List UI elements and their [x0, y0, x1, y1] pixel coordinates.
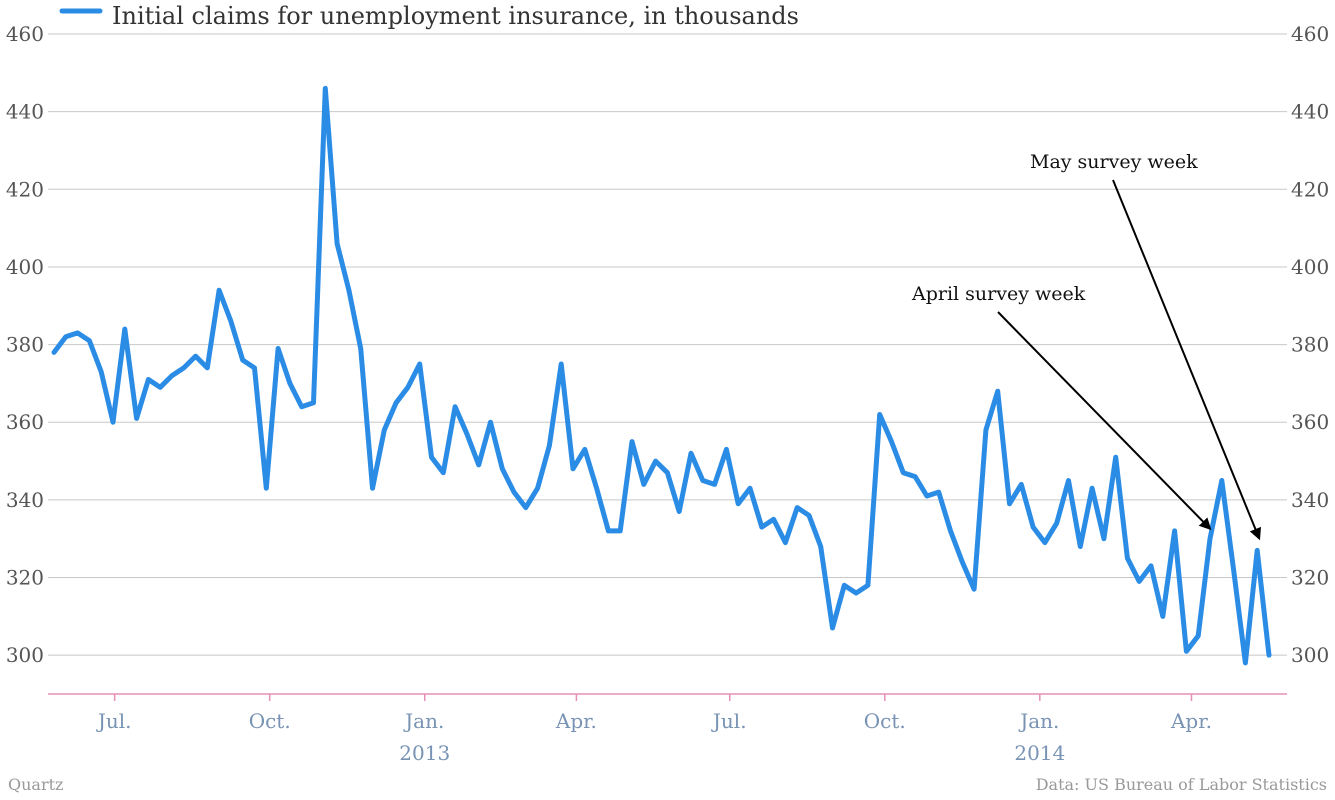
x-tick-label: Jan. [1018, 709, 1059, 733]
annotation-layer: April survey week May survey week [911, 151, 1261, 541]
x-tick-label: Jul. [96, 709, 132, 733]
y-tick-label-left: 420 [6, 177, 44, 201]
y-tick-label-left: 340 [6, 488, 44, 512]
series-layer [51, 85, 1272, 666]
y-tick-label-right: 300 [1291, 643, 1329, 667]
y-tick-label-left: 400 [6, 255, 44, 279]
series-line [51, 85, 1272, 666]
y-tick-label-left: 360 [6, 410, 44, 434]
annotation-label: April survey week [911, 283, 1086, 305]
y-tick-label-left: 440 [6, 100, 44, 124]
annotation-label: May survey week [1030, 151, 1198, 173]
grid-layer [48, 33, 1287, 656]
y-tick-label-right: 400 [1291, 255, 1329, 279]
legend: Initial claims for unemployment insuranc… [59, 2, 799, 30]
x-tick-label: Oct. [249, 709, 291, 733]
footer-source-right: Data: US Bureau of Labor Statistics [1036, 775, 1327, 794]
y-tick-label-left: 460 [6, 22, 44, 46]
footer-source-left: Quartz [8, 775, 63, 794]
x-tick-label: Apr. [1170, 709, 1212, 733]
y-tick-label-right: 360 [1291, 410, 1329, 434]
y-tick-label-left: 320 [6, 566, 44, 590]
axis-layer: 300 300 320 320 340 340 360 360 380 380 400 400 420 4… [6, 22, 1329, 765]
y-tick-label-left: 380 [6, 333, 44, 357]
x-tick-label: Jul. [711, 709, 747, 733]
legend-label: Initial claims for unemployment insuranc… [112, 2, 799, 30]
x-tick-label: Oct. [864, 709, 906, 733]
y-tick-label-right: 440 [1291, 100, 1329, 124]
y-tick-label-right: 420 [1291, 177, 1329, 201]
y-tick-label-right: 460 [1291, 22, 1329, 46]
annotation-arrow [997, 311, 1212, 531]
annotation-arrow [1112, 179, 1261, 541]
x-tick-label: Apr. [555, 709, 597, 733]
x-year-label: 2013 [399, 741, 450, 765]
y-tick-label-right: 380 [1291, 333, 1329, 357]
y-tick-label-right: 320 [1291, 566, 1329, 590]
x-tick-label: Jan. [403, 709, 444, 733]
x-year-label: 2014 [1014, 741, 1065, 765]
y-tick-label-left: 300 [6, 643, 44, 667]
y-tick-label-right: 340 [1291, 488, 1329, 512]
